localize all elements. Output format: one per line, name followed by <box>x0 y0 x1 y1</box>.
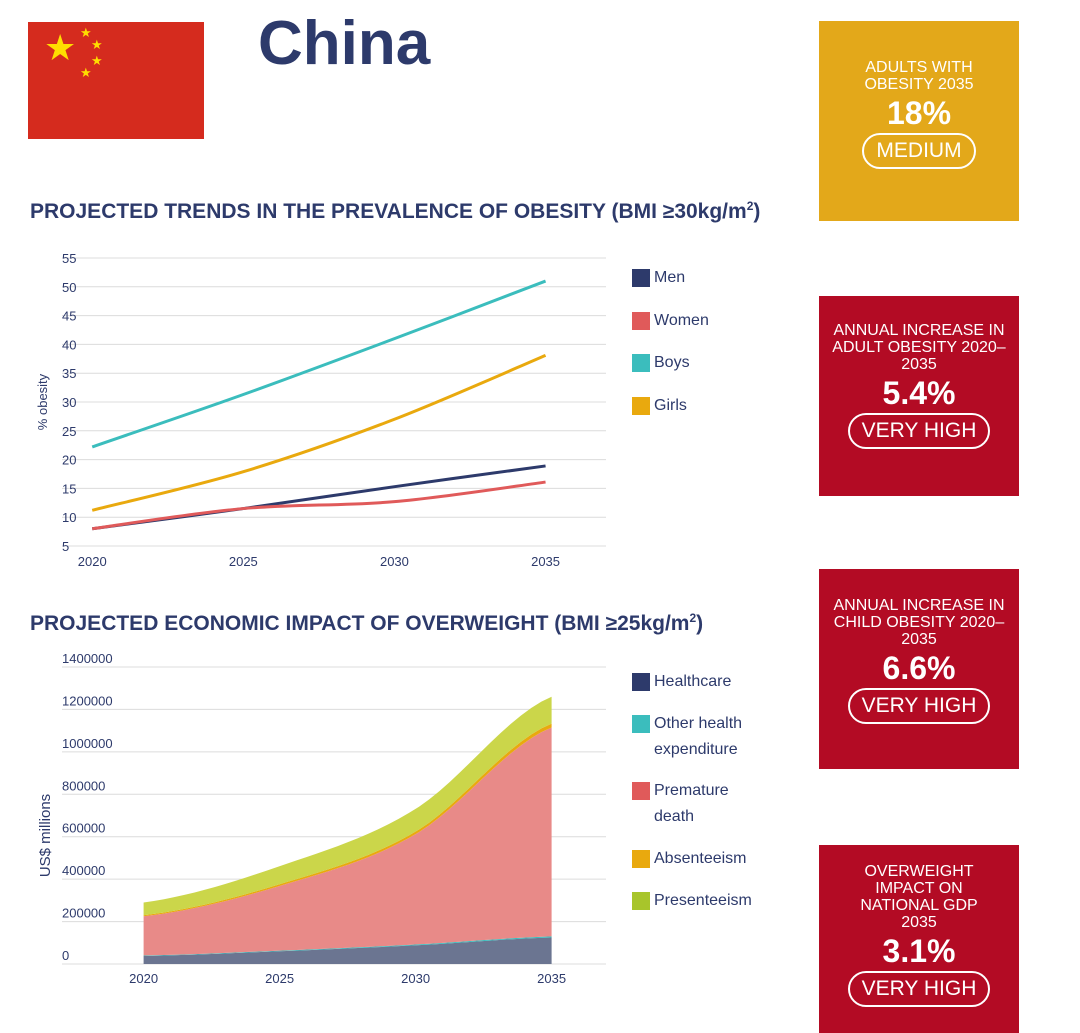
x-tick-label: 2030 <box>401 971 430 986</box>
title-end: ) <box>696 612 704 635</box>
legend-item-other-health-expenditure: Other health expenditure <box>632 711 762 763</box>
x-tick-label: 2020 <box>78 554 107 569</box>
legend-item-absenteeism: Absenteeism <box>632 846 762 872</box>
title-superscript: 2 <box>689 611 697 625</box>
y-tick-label: 30 <box>62 395 76 410</box>
card-label: ANNUAL INCREASE IN CHILD OBESITY 2020–20… <box>833 597 1005 648</box>
y-tick-label: 45 <box>62 309 76 324</box>
y-tick-label: 1000000 <box>62 736 113 751</box>
y-tick-label: 200000 <box>62 906 105 921</box>
obesity-trends-title-text: PROJECTED TRENDS IN THE PREVALENCE OF OB… <box>30 200 747 223</box>
legend-item-premature-death: Premature death <box>632 778 762 830</box>
area-premature-death <box>143 727 552 956</box>
series-line-boys <box>91 279 547 449</box>
x-tick-label: 2030 <box>380 554 409 569</box>
legend-swatch <box>632 269 650 287</box>
y-tick-label: 40 <box>62 337 76 352</box>
legend-label: Presenteeism <box>654 892 752 909</box>
legend-label: Boys <box>654 354 690 371</box>
card-label: ADULTS WITH OBESITY 2035 <box>864 59 974 93</box>
obesity-trends-title: PROJECTED TRENDS IN THE PREVALENCE OF OB… <box>30 199 760 224</box>
title-end: ) <box>753 200 761 223</box>
y-tick-label: 1400000 <box>62 651 113 666</box>
legend-swatch <box>632 782 650 800</box>
y-axis-label: US$ millions <box>37 794 54 877</box>
legend-swatch <box>632 715 650 733</box>
series-line-girls <box>91 353 547 512</box>
y-tick-label: 800000 <box>62 778 105 793</box>
y-tick-label: 5 <box>62 539 69 554</box>
legend-swatch <box>632 311 650 330</box>
china-flag: ★ ★ ★ ★ ★ <box>28 22 204 139</box>
area-chart-svg: 0 200000 400000 600000 800000 1000000 1200000 1… <box>37 651 606 986</box>
card-rating-badge: VERY HIGH <box>847 688 991 724</box>
economic-area-chart: 0 200000 400000 600000 800000 1000000 1200000 1… <box>0 650 800 1000</box>
small-star-icon: ★ <box>91 37 103 52</box>
legend-label: Healthcare <box>654 673 732 690</box>
x-tick-label: 2035 <box>531 554 560 569</box>
legend-swatch <box>632 850 650 868</box>
area-other-health-expenditure <box>143 936 552 956</box>
small-star-icon: ★ <box>80 25 92 40</box>
legend-item-men: Men <box>632 265 685 291</box>
large-star-icon: ★ <box>44 27 77 68</box>
legend-label: Girls <box>654 396 687 414</box>
adult-obesity-increase-card: ANNUAL INCREASE IN ADULT OBESITY 2020–20… <box>819 296 1019 496</box>
y-tick-label: 20 <box>62 453 76 468</box>
legend-item-healthcare: Healthcare <box>632 669 762 695</box>
title-superscript: 2 <box>746 199 754 213</box>
legend-label: Absenteeism <box>654 850 747 867</box>
y-tick-label: 50 <box>62 280 76 295</box>
x-tick-label: 2025 <box>229 554 258 569</box>
card-value: 5.4% <box>882 375 956 411</box>
obesity-line-chart: 5 10 15 20 25 30 35 40 45 50 55 2020 2025 2030 2035% o… <box>0 240 800 580</box>
card-rating-badge: VERY HIGH <box>847 971 991 1007</box>
card-label: ANNUAL INCREASE IN ADULT OBESITY 2020–20… <box>832 322 1006 373</box>
y-tick-label: 600000 <box>62 821 105 836</box>
card-label: OVERWEIGHT IMPACT ON NATIONAL GDP 2035 <box>860 863 978 931</box>
x-tick-label: 2020 <box>129 971 158 986</box>
legend-swatch <box>632 396 650 415</box>
y-tick-label: 55 <box>62 251 76 266</box>
card-value: 18% <box>886 95 952 131</box>
y-tick-label: 1200000 <box>62 693 113 708</box>
y-tick-label: 15 <box>62 481 76 496</box>
small-star-icon: ★ <box>80 65 92 80</box>
y-axis-label: % obesity <box>35 373 50 430</box>
y-tick-label: 400000 <box>62 863 105 878</box>
legend-item-presenteeism: Presenteeism <box>632 888 762 914</box>
legend-swatch <box>632 673 650 691</box>
card-value: 6.6% <box>882 650 956 686</box>
child-obesity-increase-card: ANNUAL INCREASE IN CHILD OBESITY 2020–20… <box>819 569 1019 769</box>
gdp-impact-card: OVERWEIGHT IMPACT ON NATIONAL GDP 2035 3… <box>819 845 1019 1033</box>
series-line-women <box>92 480 546 531</box>
legend-item-girls: Girls <box>632 393 687 419</box>
legend-label: Women <box>654 311 709 329</box>
legend-label: Premature death <box>654 782 729 825</box>
legend-swatch <box>632 892 650 910</box>
legend-item-women: Women <box>632 308 709 334</box>
card-value: 3.1% <box>882 933 956 969</box>
x-tick-label: 2035 <box>537 971 566 986</box>
card-rating-badge: VERY HIGH <box>847 413 991 449</box>
legend-item-boys: Boys <box>632 350 690 376</box>
y-tick-label: 0 <box>62 948 69 963</box>
y-tick-label: 25 <box>62 424 76 439</box>
y-tick-label: 35 <box>62 366 76 381</box>
page-title: China <box>258 9 431 78</box>
legend-swatch <box>632 354 650 372</box>
legend-label: Other health expenditure <box>654 715 743 758</box>
legend-label: Men <box>654 269 686 286</box>
economic-impact-title: PROJECTED ECONOMIC IMPACT OF OVERWEIGHT … <box>30 611 703 636</box>
economic-impact-title-text: PROJECTED ECONOMIC IMPACT OF OVERWEIGHT … <box>30 612 690 635</box>
area-healthcare <box>143 937 552 964</box>
adult-obesity-2035-card: ADULTS WITH OBESITY 2035 18% MEDIUM <box>819 21 1019 221</box>
x-tick-label: 2025 <box>265 971 294 986</box>
y-tick-label: 10 <box>62 510 76 525</box>
small-star-icon: ★ <box>91 53 103 68</box>
card-rating-badge: MEDIUM <box>862 133 976 169</box>
